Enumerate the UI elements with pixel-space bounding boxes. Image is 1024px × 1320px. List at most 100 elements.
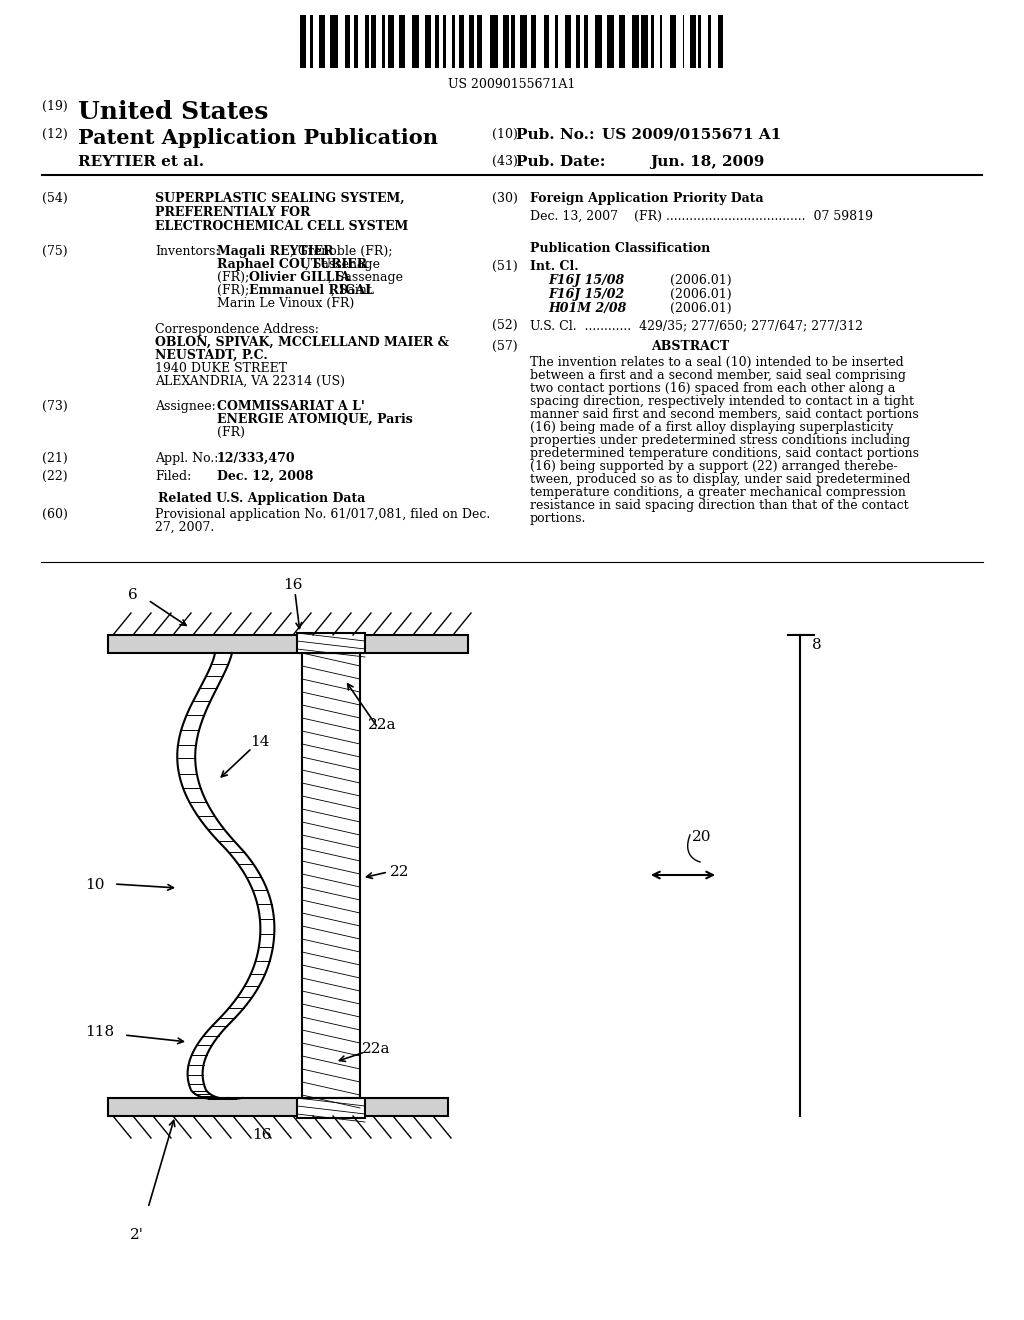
Text: ABSTRACT: ABSTRACT: [651, 341, 729, 352]
Bar: [382, 15, 385, 69]
Text: properties under predetermined stress conditions including: properties under predetermined stress co…: [530, 434, 910, 447]
Text: 2': 2': [130, 1228, 144, 1242]
Bar: [595, 15, 602, 69]
Text: 118: 118: [85, 1026, 114, 1039]
Bar: [519, 15, 527, 69]
Text: Dec. 12, 2008: Dec. 12, 2008: [217, 470, 313, 483]
Text: (16) being supported by a support (22) arranged therebe-: (16) being supported by a support (22) a…: [530, 459, 898, 473]
Bar: [425, 15, 431, 69]
Bar: [108, 1098, 449, 1115]
Text: 10: 10: [85, 878, 104, 892]
Text: 16: 16: [252, 1129, 271, 1142]
Bar: [344, 15, 349, 69]
Text: 22a: 22a: [368, 718, 396, 733]
Bar: [544, 15, 549, 69]
Text: Dec. 13, 2007    (FR) ....................................  07 59819: Dec. 13, 2007 (FR) .....................…: [530, 210, 873, 223]
Text: 1940 DUKE STREET: 1940 DUKE STREET: [155, 362, 287, 375]
Text: Filed:: Filed:: [155, 470, 191, 483]
Bar: [670, 15, 676, 69]
Bar: [297, 634, 365, 653]
Bar: [651, 15, 654, 69]
Bar: [607, 15, 613, 69]
Bar: [584, 15, 589, 69]
Text: Emmanuel RIGAL: Emmanuel RIGAL: [249, 284, 374, 297]
Text: (19): (19): [42, 100, 68, 114]
Text: (12): (12): [42, 128, 68, 141]
Bar: [511, 15, 515, 69]
Bar: [459, 15, 464, 69]
Text: F16J 15/02: F16J 15/02: [548, 288, 625, 301]
Bar: [477, 15, 482, 69]
Text: United States: United States: [78, 100, 268, 124]
Bar: [442, 15, 446, 69]
Text: (2006.01): (2006.01): [670, 302, 731, 315]
Text: spacing direction, respectively intended to contact in a tight: spacing direction, respectively intended…: [530, 395, 914, 408]
Bar: [354, 15, 358, 69]
Text: tween, produced so as to display, under said predetermined: tween, produced so as to display, under …: [530, 473, 910, 486]
Text: temperature conditions, a greater mechanical compression: temperature conditions, a greater mechan…: [530, 486, 906, 499]
Bar: [302, 653, 360, 1098]
Text: (75): (75): [42, 246, 68, 257]
Text: The invention relates to a seal (10) intended to be inserted: The invention relates to a seal (10) int…: [530, 356, 904, 370]
Bar: [641, 15, 648, 69]
Text: predetermined temperature conditions, said contact portions: predetermined temperature conditions, sa…: [530, 447, 919, 459]
Bar: [565, 15, 570, 69]
Text: US 20090155671A1: US 20090155671A1: [449, 78, 575, 91]
Text: 22a: 22a: [362, 1041, 390, 1056]
Text: 22: 22: [390, 865, 410, 879]
Text: 20: 20: [692, 830, 712, 843]
Text: (30): (30): [492, 191, 518, 205]
Text: (FR): (FR): [217, 426, 245, 440]
Bar: [388, 15, 393, 69]
Text: (10): (10): [492, 128, 518, 141]
Bar: [398, 15, 404, 69]
Bar: [708, 15, 712, 69]
Text: (60): (60): [42, 508, 68, 521]
Text: (FR);: (FR);: [217, 271, 253, 284]
Bar: [632, 15, 639, 69]
Bar: [297, 1098, 365, 1118]
Text: Jun. 18, 2009: Jun. 18, 2009: [650, 154, 764, 169]
Text: ENERGIE ATOMIQUE, Paris: ENERGIE ATOMIQUE, Paris: [217, 413, 413, 426]
Bar: [300, 15, 306, 69]
Bar: [413, 15, 419, 69]
Text: H01M 2/08: H01M 2/08: [548, 302, 627, 315]
Text: manner said first and second members, said contact portions: manner said first and second members, sa…: [530, 408, 919, 421]
Bar: [310, 15, 313, 69]
Bar: [718, 15, 723, 69]
Text: Foreign Application Priority Data: Foreign Application Priority Data: [530, 191, 764, 205]
Text: SUPERPLASTIC SEALING SYSTEM,: SUPERPLASTIC SEALING SYSTEM,: [155, 191, 404, 205]
Text: , Grenoble (FR);: , Grenoble (FR);: [290, 246, 392, 257]
Text: Assignee:: Assignee:: [155, 400, 216, 413]
Text: (51): (51): [492, 260, 518, 273]
Text: Patent Application Publication: Patent Application Publication: [78, 128, 438, 148]
Text: 16: 16: [283, 578, 302, 591]
Text: Int. Cl.: Int. Cl.: [530, 260, 579, 273]
Text: resistance in said spacing direction than that of the contact: resistance in said spacing direction tha…: [530, 499, 908, 512]
Text: U.S. Cl.  ............  429/35; 277/650; 277/647; 277/312: U.S. Cl. ............ 429/35; 277/650; 2…: [530, 319, 863, 333]
Bar: [108, 635, 468, 653]
Text: (21): (21): [42, 451, 68, 465]
Bar: [330, 15, 338, 69]
Bar: [318, 15, 326, 69]
Bar: [372, 15, 376, 69]
Bar: [577, 15, 580, 69]
Text: Inventors:: Inventors:: [155, 246, 219, 257]
Text: (22): (22): [42, 470, 68, 483]
Bar: [660, 15, 663, 69]
Text: Publication Classification: Publication Classification: [530, 242, 711, 255]
Text: 6: 6: [128, 587, 138, 602]
Text: 14: 14: [250, 735, 269, 748]
Text: Marin Le Vinoux (FR): Marin Le Vinoux (FR): [217, 297, 354, 310]
Text: between a first and a second member, said seal comprising: between a first and a second member, sai…: [530, 370, 906, 381]
Text: PREFERENTIALY FOR: PREFERENTIALY FOR: [155, 206, 310, 219]
Text: (57): (57): [492, 341, 517, 352]
Bar: [503, 15, 509, 69]
Text: COMMISSARIAT A L': COMMISSARIAT A L': [217, 400, 365, 413]
Bar: [489, 15, 498, 69]
Text: 8: 8: [812, 638, 821, 652]
Bar: [435, 15, 439, 69]
Text: REYTIER et al.: REYTIER et al.: [78, 154, 204, 169]
Text: Magali REYTIER: Magali REYTIER: [217, 246, 334, 257]
Text: (54): (54): [42, 191, 68, 205]
